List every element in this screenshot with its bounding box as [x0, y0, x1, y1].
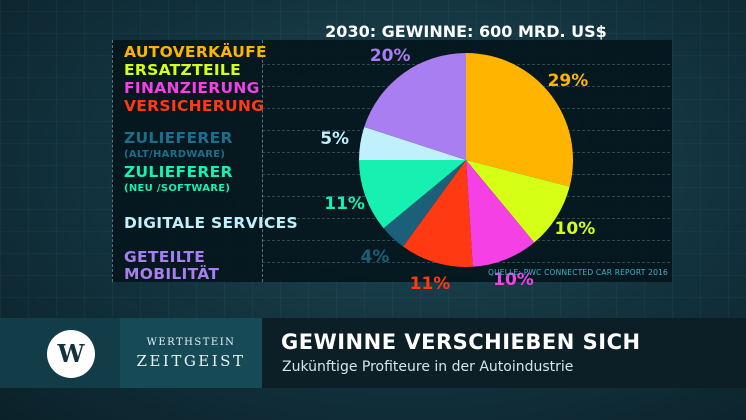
legend-versicherung: VERSICHERUNG — [124, 97, 265, 115]
legend-zulieferer-neu: ZULIEFERER — [124, 163, 233, 181]
pie-slice-label: 10% — [493, 269, 534, 290]
pie-slice — [403, 160, 473, 268]
pie-slice-label: 29% — [547, 70, 589, 91]
legend-digitale-services: DIGITALE SERVICES — [124, 214, 299, 232]
pie-slice — [466, 53, 574, 187]
pie-slice-label: 11% — [409, 273, 451, 294]
brand-name-top: WERTHSTEIN — [146, 337, 236, 348]
chart-source: QUELLE: PWC CONNECTED CAR REPORT 2016 — [488, 268, 668, 277]
pie-slice — [364, 53, 466, 160]
legend-finanzierung: FINANZIERUNG — [124, 79, 260, 97]
panel-divider-middle — [262, 40, 263, 282]
pie-slice-label: 11% — [324, 193, 365, 214]
legend-zulieferer-alt: ZULIEFERER — [124, 129, 233, 147]
footer-headline: GEWINNE VERSCHIEBEN SICH — [281, 330, 641, 354]
brand-name-bottom: ZEITGEIST — [136, 352, 246, 370]
panel-divider-left — [112, 40, 113, 282]
pie-slice — [383, 160, 466, 247]
pie-slice — [359, 126, 466, 160]
pie-slice-label: 5% — [320, 129, 350, 150]
legend-mobilitaet: MOBILITÄT — [124, 265, 220, 283]
legend-ersatzteile: ERSATZTEILE — [124, 61, 241, 79]
legend-zulieferer-alt-sub: (ALT/HARDWARE) — [124, 149, 226, 160]
brand-block — [120, 318, 262, 388]
legend-autoverkaeufe: AUTOVERKÄUFE — [124, 43, 267, 61]
pie-slice — [466, 160, 535, 267]
pie-slice-label: 20% — [369, 45, 411, 66]
pie-slice — [466, 160, 570, 243]
chart-title: 2030: GEWINNE: 600 MRD. US$ — [325, 22, 607, 41]
pie-slice-label: 10% — [554, 219, 596, 240]
legend-zulieferer-neu-sub: (NEU /SOFTWARE) — [124, 183, 231, 194]
legend-geteilte: GETEILTE — [124, 248, 206, 266]
footer-subline: Zukünftige Profiteure in der Autoindustr… — [282, 359, 574, 375]
pie-slice-label: 4% — [360, 246, 390, 267]
pie-slice — [359, 160, 466, 229]
logo-circle: W — [47, 330, 95, 378]
